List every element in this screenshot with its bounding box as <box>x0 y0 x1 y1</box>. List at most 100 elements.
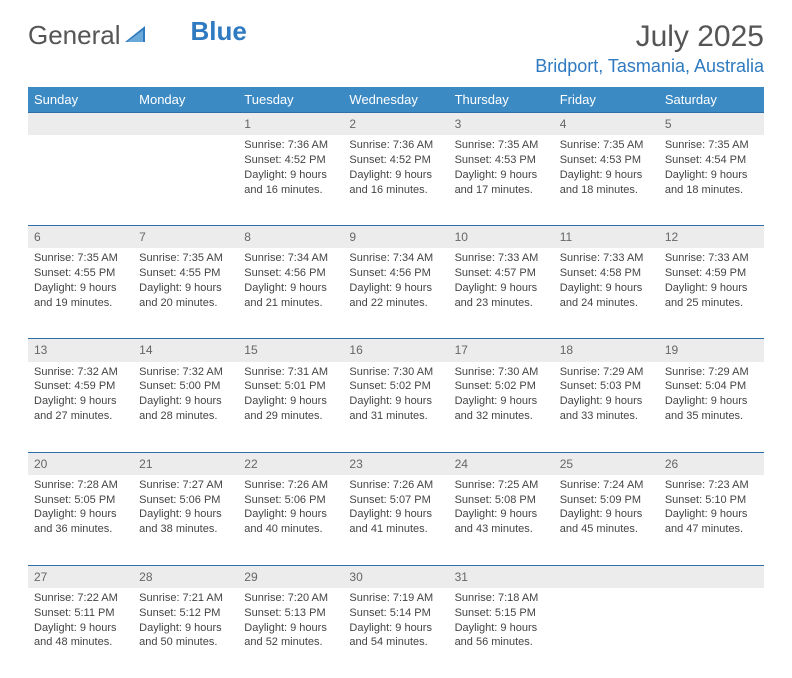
day-number-cell: 11 <box>554 225 659 248</box>
day-number-cell: 18 <box>554 338 659 361</box>
day-content: Sunrise: 7:34 AMSunset: 4:56 PMDaylight:… <box>238 248 343 316</box>
day-line-dl1: Daylight: 9 hours <box>349 281 442 296</box>
day-line-dl2: and 41 minutes. <box>349 522 442 537</box>
day-line-ss: Sunset: 5:15 PM <box>455 606 548 621</box>
day-line-ss: Sunset: 4:55 PM <box>34 266 127 281</box>
day-line-dl1: Daylight: 9 hours <box>34 507 127 522</box>
day-content: Sunrise: 7:32 AMSunset: 5:00 PMDaylight:… <box>133 362 238 430</box>
day-line-sr: Sunrise: 7:30 AM <box>349 365 442 380</box>
day-line-dl2: and 29 minutes. <box>244 409 337 424</box>
day-cell: Sunrise: 7:35 AMSunset: 4:55 PMDaylight:… <box>28 248 133 338</box>
day-line-ss: Sunset: 4:58 PM <box>560 266 653 281</box>
day-number-cell: 22 <box>238 452 343 475</box>
day-cell: Sunrise: 7:35 AMSunset: 4:55 PMDaylight:… <box>133 248 238 338</box>
day-line-dl1: Daylight: 9 hours <box>665 281 758 296</box>
day-line-dl2: and 24 minutes. <box>560 296 653 311</box>
day-cell: Sunrise: 7:22 AMSunset: 5:11 PMDaylight:… <box>28 588 133 678</box>
day-number-cell: 3 <box>449 112 554 135</box>
day-line-dl1: Daylight: 9 hours <box>244 394 337 409</box>
day-number-cell: 12 <box>659 225 764 248</box>
day-number-cell <box>28 112 133 135</box>
day-number: 20 <box>28 452 133 475</box>
day-line-dl1: Daylight: 9 hours <box>139 507 232 522</box>
logo-text-blue: Blue <box>191 16 247 47</box>
day-line-ss: Sunset: 5:11 PM <box>34 606 127 621</box>
day-content: Sunrise: 7:28 AMSunset: 5:05 PMDaylight:… <box>28 475 133 543</box>
day-number-cell: 7 <box>133 225 238 248</box>
day-line-dl1: Daylight: 9 hours <box>455 621 548 636</box>
day-line-sr: Sunrise: 7:26 AM <box>349 478 442 493</box>
day-line-sr: Sunrise: 7:30 AM <box>455 365 548 380</box>
day-line-ss: Sunset: 4:56 PM <box>244 266 337 281</box>
day-cell: Sunrise: 7:25 AMSunset: 5:08 PMDaylight:… <box>449 475 554 565</box>
day-number: 10 <box>449 225 554 248</box>
daynum-row: 20212223242526 <box>28 452 764 475</box>
day-line-dl2: and 38 minutes. <box>139 522 232 537</box>
day-cell: Sunrise: 7:26 AMSunset: 5:06 PMDaylight:… <box>238 475 343 565</box>
day-number-cell: 25 <box>554 452 659 475</box>
day-line-dl1: Daylight: 9 hours <box>455 394 548 409</box>
day-cell: Sunrise: 7:34 AMSunset: 4:56 PMDaylight:… <box>343 248 448 338</box>
day-line-ss: Sunset: 5:14 PM <box>349 606 442 621</box>
day-line-dl1: Daylight: 9 hours <box>34 281 127 296</box>
day-number-cell: 27 <box>28 565 133 588</box>
weekday-header: Sunday <box>28 87 133 112</box>
day-line-dl1: Daylight: 9 hours <box>560 507 653 522</box>
day-line-sr: Sunrise: 7:35 AM <box>139 251 232 266</box>
day-cell: Sunrise: 7:19 AMSunset: 5:14 PMDaylight:… <box>343 588 448 678</box>
day-cell <box>659 588 764 678</box>
day-line-sr: Sunrise: 7:28 AM <box>34 478 127 493</box>
day-line-dl1: Daylight: 9 hours <box>349 168 442 183</box>
day-line-dl2: and 50 minutes. <box>139 635 232 650</box>
day-line-sr: Sunrise: 7:35 AM <box>34 251 127 266</box>
day-line-sr: Sunrise: 7:33 AM <box>665 251 758 266</box>
day-number-cell: 13 <box>28 338 133 361</box>
day-number: 27 <box>28 565 133 588</box>
day-content: Sunrise: 7:35 AMSunset: 4:53 PMDaylight:… <box>449 135 554 203</box>
day-content: Sunrise: 7:23 AMSunset: 5:10 PMDaylight:… <box>659 475 764 543</box>
day-number-cell: 28 <box>133 565 238 588</box>
day-number-cell <box>133 112 238 135</box>
weekday-header: Thursday <box>449 87 554 112</box>
day-cell: Sunrise: 7:32 AMSunset: 4:59 PMDaylight:… <box>28 362 133 452</box>
day-cell: Sunrise: 7:31 AMSunset: 5:01 PMDaylight:… <box>238 362 343 452</box>
day-content: Sunrise: 7:22 AMSunset: 5:11 PMDaylight:… <box>28 588 133 656</box>
day-line-dl2: and 54 minutes. <box>349 635 442 650</box>
day-cell: Sunrise: 7:30 AMSunset: 5:02 PMDaylight:… <box>343 362 448 452</box>
day-number: 18 <box>554 338 659 361</box>
day-content: Sunrise: 7:18 AMSunset: 5:15 PMDaylight:… <box>449 588 554 656</box>
day-line-sr: Sunrise: 7:31 AM <box>244 365 337 380</box>
day-content-row: Sunrise: 7:32 AMSunset: 4:59 PMDaylight:… <box>28 362 764 452</box>
day-line-dl2: and 40 minutes. <box>244 522 337 537</box>
daynum-row: 13141516171819 <box>28 338 764 361</box>
day-line-dl1: Daylight: 9 hours <box>665 168 758 183</box>
day-number: 3 <box>449 112 554 135</box>
day-line-dl2: and 31 minutes. <box>349 409 442 424</box>
day-content: Sunrise: 7:20 AMSunset: 5:13 PMDaylight:… <box>238 588 343 656</box>
day-line-dl1: Daylight: 9 hours <box>665 507 758 522</box>
day-line-dl2: and 52 minutes. <box>244 635 337 650</box>
day-line-dl1: Daylight: 9 hours <box>560 281 653 296</box>
day-number-cell: 31 <box>449 565 554 588</box>
day-line-ss: Sunset: 4:54 PM <box>665 153 758 168</box>
day-content: Sunrise: 7:33 AMSunset: 4:59 PMDaylight:… <box>659 248 764 316</box>
day-number: 12 <box>659 225 764 248</box>
day-line-dl1: Daylight: 9 hours <box>665 394 758 409</box>
day-line-sr: Sunrise: 7:26 AM <box>244 478 337 493</box>
day-number-cell: 30 <box>343 565 448 588</box>
day-line-ss: Sunset: 5:12 PM <box>139 606 232 621</box>
day-number: 9 <box>343 225 448 248</box>
day-line-ss: Sunset: 4:59 PM <box>34 379 127 394</box>
day-line-dl1: Daylight: 9 hours <box>455 507 548 522</box>
day-cell: Sunrise: 7:30 AMSunset: 5:02 PMDaylight:… <box>449 362 554 452</box>
day-content: Sunrise: 7:29 AMSunset: 5:04 PMDaylight:… <box>659 362 764 430</box>
day-content: Sunrise: 7:31 AMSunset: 5:01 PMDaylight:… <box>238 362 343 430</box>
title-block: July 2025 Bridport, Tasmania, Australia <box>535 20 764 77</box>
day-content: Sunrise: 7:32 AMSunset: 4:59 PMDaylight:… <box>28 362 133 430</box>
day-line-ss: Sunset: 4:53 PM <box>455 153 548 168</box>
calendar-table: Sunday Monday Tuesday Wednesday Thursday… <box>28 87 764 678</box>
day-number-cell: 14 <box>133 338 238 361</box>
day-line-sr: Sunrise: 7:22 AM <box>34 591 127 606</box>
day-cell <box>133 135 238 225</box>
day-line-ss: Sunset: 5:06 PM <box>139 493 232 508</box>
